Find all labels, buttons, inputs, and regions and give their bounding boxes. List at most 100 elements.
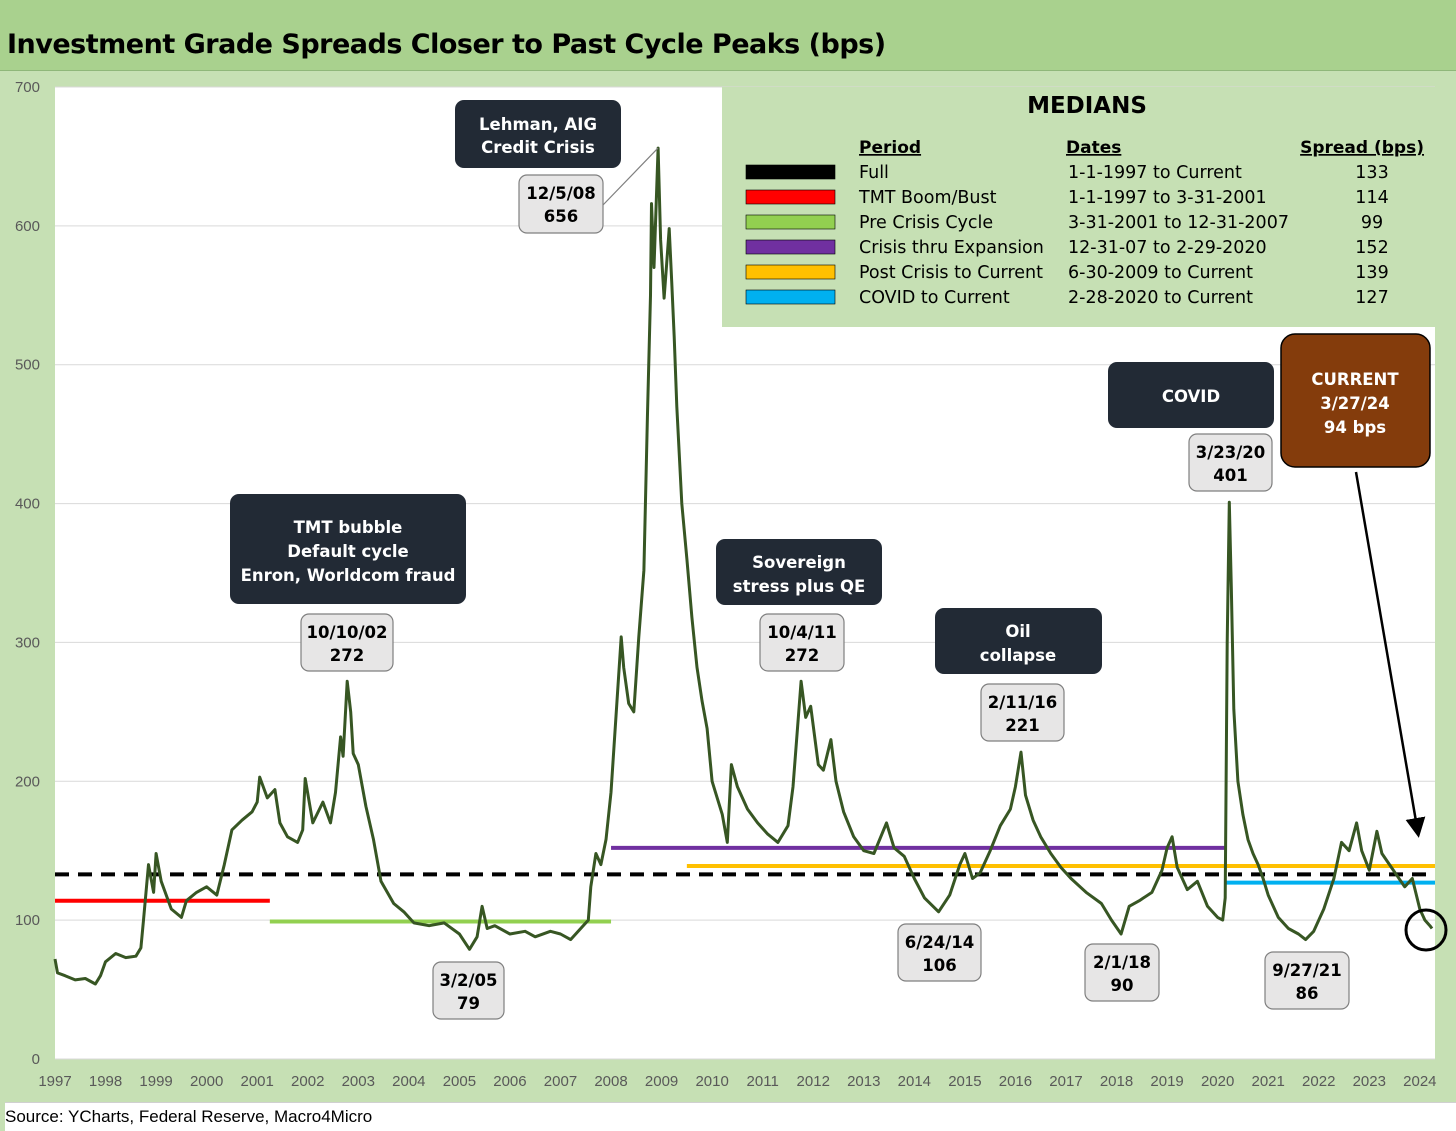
point-label-box: [300, 613, 394, 672]
x-tick-label: 2009: [645, 1073, 678, 1090]
legend-dates: 2-28-2020 to Current: [1068, 288, 1253, 308]
point-label-value: 79: [457, 994, 480, 1013]
legend-period: COVID to Current: [859, 288, 1010, 308]
legend-spread: 139: [1355, 263, 1388, 283]
current-circle: [1404, 908, 1448, 952]
x-tick-label: 2022: [1302, 1073, 1335, 1090]
period-header: Period: [859, 138, 921, 158]
point-label-date: 6/24/14: [905, 933, 974, 952]
spread-series: [53, 146, 1434, 986]
x-tick-label: 2020: [1201, 1073, 1234, 1090]
legend-swatch: [745, 214, 836, 230]
point-label-value: 221: [1005, 716, 1039, 735]
current-box-text: 94 bps: [1324, 418, 1386, 437]
event-box-text: stress plus QE: [733, 577, 866, 596]
current-box: [1280, 333, 1431, 468]
legend-spread: 127: [1355, 288, 1388, 308]
series-line: [53, 146, 1434, 986]
point-label-date: 10/10/02: [307, 623, 388, 642]
event-box: [935, 608, 1102, 674]
leader-line: [602, 147, 659, 206]
x-tick-label: 2018: [1100, 1073, 1133, 1090]
x-tick-label: 2016: [999, 1073, 1032, 1090]
legend-background: [722, 87, 1435, 327]
x-tick-label: 2019: [1150, 1073, 1183, 1090]
event-box-text: Sovereign: [752, 553, 846, 572]
x-tick-label: 2008: [594, 1073, 627, 1090]
spread-header: Spread (bps): [1300, 138, 1424, 158]
legend-swatch: [745, 189, 836, 205]
y-tick-label: 700: [15, 79, 40, 96]
event-box: [716, 539, 882, 605]
dates-header: Dates: [1066, 138, 1121, 158]
x-tick-label: 2013: [847, 1073, 880, 1090]
point-label-value: 272: [785, 646, 819, 665]
x-tick-label: 2017: [1049, 1073, 1082, 1090]
x-tick-label: 2005: [443, 1073, 476, 1090]
point-label-value: 401: [1213, 466, 1247, 485]
y-axis: 0 100 200 300 400 500 600 700: [15, 79, 40, 1068]
x-tick-label: 2012: [797, 1073, 830, 1090]
point-label-box: [897, 923, 982, 982]
event-box-text: Enron, Worldcom fraud: [241, 566, 456, 585]
legend-dates: 1-1-1997 to Current: [1068, 163, 1242, 183]
point-label-box: [432, 961, 505, 1020]
title-bar: Investment Grade Spreads Closer to Past …: [0, 0, 1456, 71]
event-box: [1108, 362, 1274, 428]
medians-legend: MEDIANS Period Dates Spread (bps) Full 1-1-19…: [722, 87, 1435, 327]
legend-heading: MEDIANS: [1027, 93, 1147, 119]
legend-period: TMT Boom/Bust: [858, 188, 997, 208]
point-label-date: 12/5/08: [526, 184, 595, 203]
point-label-date: 9/27/21: [1272, 961, 1341, 980]
x-axis: 1997 1998 1999 2000 2001 2002 2003 2004 2005 2006…: [38, 1073, 1436, 1090]
annotations: Lehman, AIG Credit Crisis TMT bubble Defaul…: [230, 100, 1448, 1020]
legend-spread: 133: [1355, 163, 1388, 183]
x-tick-label: 2015: [948, 1073, 981, 1090]
source-note: Source: YCharts, Federal Reserve, Macro4…: [5, 1102, 1456, 1131]
point-label-box: [1264, 951, 1350, 1010]
point-label-date: 2/1/18: [1093, 953, 1151, 972]
x-tick-label: 2001: [241, 1073, 274, 1090]
y-tick-label: 0: [32, 1051, 40, 1068]
legend-spread: 114: [1355, 188, 1388, 208]
point-label-value: 106: [922, 956, 956, 975]
point-label-value: 90: [1111, 976, 1134, 995]
legend-period: Post Crisis to Current: [859, 263, 1043, 283]
legend-swatch: [745, 239, 836, 255]
y-tick-label: 100: [15, 912, 40, 929]
point-label-value: 656: [544, 207, 578, 226]
point-label-box: [759, 613, 845, 672]
legend-period: Crisis thru Expansion: [859, 238, 1044, 258]
x-tick-label: 2002: [291, 1073, 324, 1090]
chart-title: Investment Grade Spreads Closer to Past …: [7, 29, 886, 60]
legend-dates: 6-30-2009 to Current: [1068, 263, 1253, 283]
point-label-date: 3/2/05: [440, 971, 498, 990]
legend-spread: 99: [1361, 213, 1383, 233]
legend-dates: 12-31-07 to 2-29-2020: [1068, 238, 1267, 258]
x-tick-label: 1998: [89, 1073, 122, 1090]
legend-period: Full: [859, 163, 889, 183]
legend-swatch: [745, 289, 836, 305]
current-box-text: CURRENT: [1311, 370, 1399, 389]
legend-spread: 152: [1355, 238, 1388, 258]
point-label-box: [1188, 433, 1273, 492]
y-tick-label: 400: [15, 496, 40, 513]
x-tick-label: 2021: [1251, 1073, 1284, 1090]
event-box: [455, 100, 621, 168]
legend-swatch: [745, 264, 836, 280]
current-arrow: [1354, 471, 1426, 838]
point-label-value: 86: [1296, 984, 1319, 1003]
x-tick-label: 2010: [695, 1073, 728, 1090]
event-box-text: Default cycle: [287, 542, 408, 561]
x-tick-label: 2004: [392, 1073, 425, 1090]
event-box-text: TMT bubble: [294, 518, 403, 537]
x-tick-label: 2006: [493, 1073, 526, 1090]
y-tick-label: 500: [15, 357, 40, 374]
point-label-box: [518, 174, 604, 234]
event-box-text: Lehman, AIG: [479, 115, 597, 134]
event-box-text: COVID: [1162, 387, 1220, 406]
y-tick-label: 200: [15, 773, 40, 790]
event-box-text: Credit Crisis: [481, 138, 595, 157]
point-label-box: [980, 683, 1065, 742]
